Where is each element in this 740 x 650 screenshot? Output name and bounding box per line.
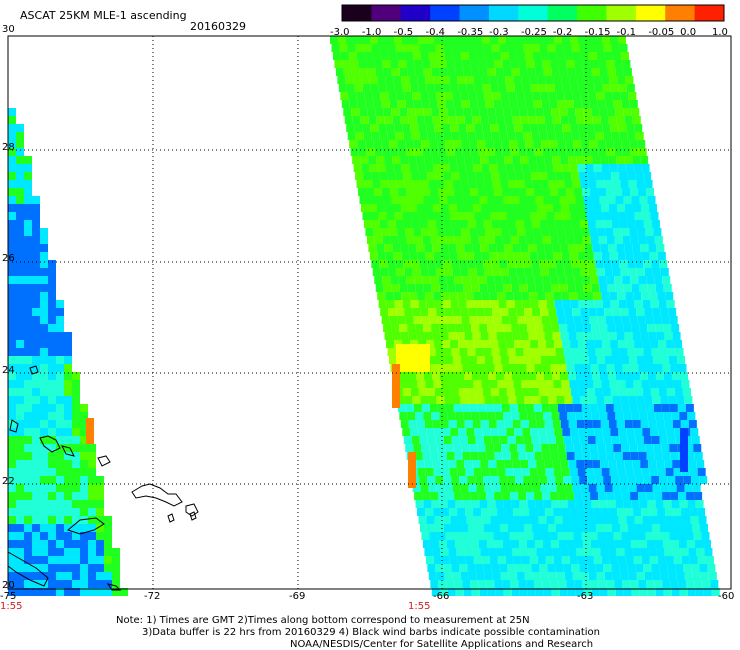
colorbar-segment [459,5,490,21]
lat-label-24: 24 [2,365,15,376]
colorbar-tick-label: -0.2 [552,27,573,38]
note-line-2: 3)Data buffer is 22 hrs from 20160329 4)… [142,627,600,638]
coastline-turks [97,455,111,467]
time-label-right: 1:55 [408,601,431,612]
colorbar-tick-label: -0.4 [425,27,446,38]
coastline-islet-a [167,513,175,523]
colorbar-segment [400,5,431,21]
colorbar-segment [342,5,372,21]
colorbar-tick-label: -0.1 [616,27,637,38]
note-line-1: Note: 1) Times are GMT 2)Times along bot… [116,615,530,626]
colorbar-tick-label: -3.0 [330,27,350,38]
colorbar-tick-label: -0.3 [489,27,509,38]
colorbar-tick-label: -0.15 [584,27,611,38]
colorbar-tick-label: 1.0 [712,27,728,38]
lon-label-72: -72 [144,591,161,602]
lat-label-22: 22 [2,476,15,487]
coastlines [7,365,199,591]
colorbar-segment [694,5,725,21]
colorbar-segment [547,5,578,21]
map-title: ASCAT 25KM MLE-1 ascending [20,9,187,22]
swath-left [8,108,128,596]
colorbar-tick-label: -1.0 [361,27,382,38]
colorbar-segment [488,5,519,21]
colorbar-segment [665,5,696,21]
colorbar-segment [430,5,461,21]
coastline-hispaniola-w [131,483,183,507]
lat-label-20: 20 [2,580,15,591]
lon-label-63: -63 [577,591,594,602]
coastline-cuba [66,517,105,535]
coastline-bahamas-a [39,435,61,453]
coastline-bahamas-b [9,419,19,433]
colorbar [341,4,725,22]
colorbar-segment [635,5,666,21]
colorbar-segment [577,5,607,21]
colorbar-tick-label: -0.5 [393,27,414,38]
colorbar-segment [518,5,549,21]
colorbar-segment [606,5,637,21]
colorbar-tick-label: 0.0 [680,27,697,38]
map-frame [7,35,732,590]
coastline-islet-c [106,583,122,591]
coastline-bahamas-d [29,365,39,375]
colorbar-tick-label: -0.25 [521,27,547,38]
lat-label-30: 30 [2,24,15,35]
lon-label-66: -66 [433,591,450,602]
colorbar-segment [371,5,402,21]
lon-label-69: -69 [289,591,306,602]
coastline-islet-b [189,511,197,521]
lon-label-75: -75 [0,591,17,602]
colorbar-tick-label: -0.35 [457,27,484,38]
lon-label-60: -60 [718,591,735,602]
lat-label-26: 26 [2,253,15,264]
note-line-3: NOAA/NESDIS/Center for Satellite Applica… [290,639,594,650]
map-date: 20160329 [190,20,246,33]
swath-right [330,36,720,596]
coastline-hispaniola-e [185,503,199,517]
time-label-left: 1:55 [0,601,23,612]
colorbar-frame [341,4,725,22]
lat-label-28: 28 [2,142,15,153]
colorbar-tick-label: -0.05 [648,27,675,38]
coastline-cuba-south [7,551,49,587]
coastline-bahamas-c [61,445,75,457]
